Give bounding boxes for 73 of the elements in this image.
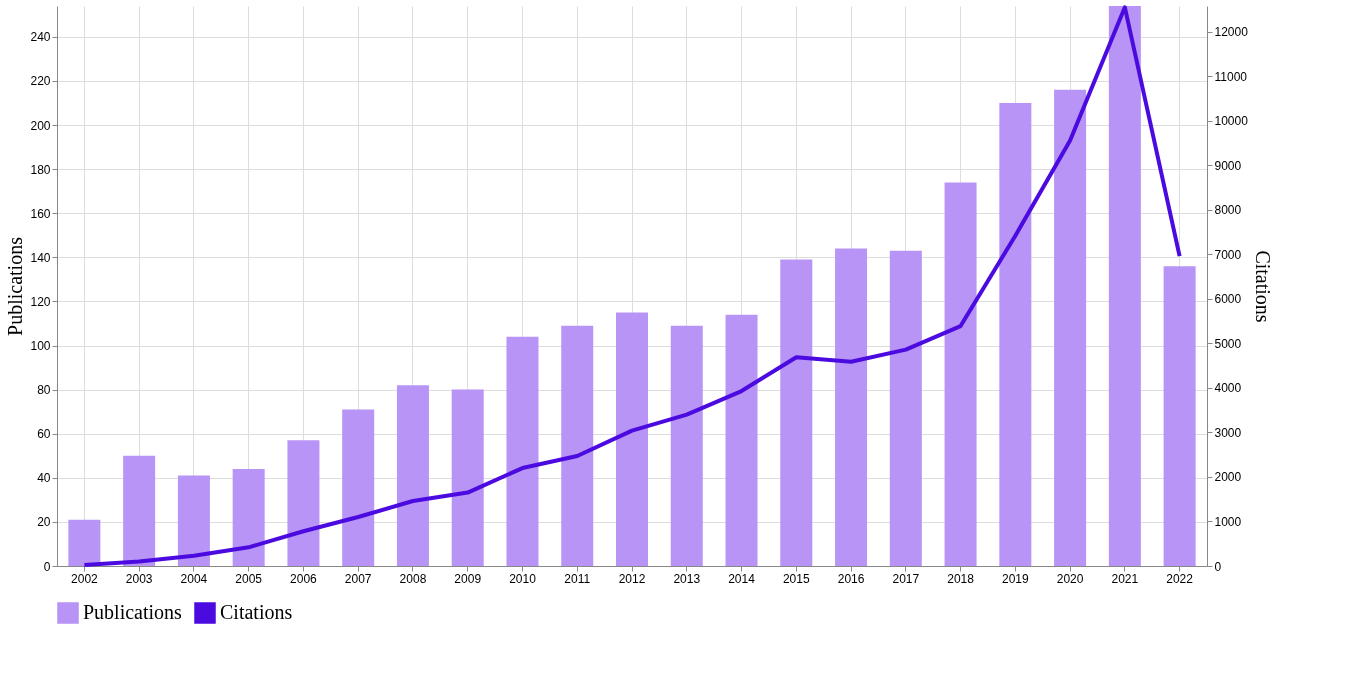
x-tick-label: 2003 <box>125 571 153 586</box>
y-tick-label: 80 <box>37 383 51 398</box>
y2-tick-label: 12000 <box>1214 25 1249 40</box>
x-tick-label: 2015 <box>782 571 810 586</box>
y-axis-title: Publications <box>4 236 27 336</box>
x-tick-label: 2021 <box>1111 571 1139 586</box>
bar <box>1163 266 1196 566</box>
line-series <box>82 5 1182 568</box>
legend-label: Citations <box>220 601 293 623</box>
y2-tick-label: 5000 <box>1214 336 1242 351</box>
bar <box>177 475 210 566</box>
y2-tick-label: 2000 <box>1214 470 1242 485</box>
bar <box>451 389 484 566</box>
legend-label: Publications <box>83 601 183 623</box>
y-tick-label: 220 <box>30 74 51 89</box>
bar <box>232 468 265 566</box>
x-tick-label: 2018 <box>947 571 975 586</box>
y-tick-label: 180 <box>30 162 51 177</box>
x-tick-label: 2020 <box>1056 571 1084 586</box>
y2-tick-label: 11000 <box>1214 69 1248 84</box>
x-tick-label: 2006 <box>290 571 318 586</box>
y-tick-label: 120 <box>30 294 51 309</box>
y-tick-label: 20 <box>37 515 51 530</box>
y-tick-label: 240 <box>30 30 51 45</box>
bar <box>287 440 320 566</box>
x-tick-label: 2007 <box>344 571 372 586</box>
y-tick-label: 40 <box>37 471 51 486</box>
bar <box>835 248 868 566</box>
x-tick-label: 2022 <box>1166 571 1194 586</box>
x-tick-label: 2014 <box>728 571 756 586</box>
y2-tick-label: 0 <box>1214 559 1222 574</box>
x-tick-label: 2012 <box>618 571 646 586</box>
bar <box>999 103 1032 566</box>
bar <box>396 385 429 566</box>
y2-tick-label: 4000 <box>1214 381 1242 396</box>
bar <box>725 314 758 566</box>
bar <box>506 336 539 566</box>
x-tick-label: 2013 <box>673 571 701 586</box>
y2-axis-title: Citations <box>1251 250 1274 323</box>
bar <box>616 312 648 566</box>
bar <box>670 325 703 566</box>
bar <box>944 182 977 566</box>
x-tick-label: 2016 <box>837 571 865 586</box>
y-tick-label: 60 <box>37 427 51 442</box>
y2-tick-label: 10000 <box>1214 114 1249 129</box>
bar <box>780 259 813 566</box>
bar <box>889 250 922 566</box>
y2-tick-label: 8000 <box>1214 203 1242 218</box>
y2-tick-label: 6000 <box>1214 292 1242 307</box>
y2-tick-label: 1000 <box>1214 514 1242 529</box>
y2-tick-label: 9000 <box>1214 158 1242 173</box>
y-tick-label: 160 <box>30 206 51 221</box>
x-tick-label: 2004 <box>180 571 208 586</box>
bar <box>342 409 375 566</box>
x-tick-label: 2019 <box>1001 571 1029 586</box>
x-tick-label: 2009 <box>454 571 482 586</box>
bar <box>1054 89 1087 566</box>
x-tick-label: 2011 <box>564 571 591 586</box>
y2-tick-label: 3000 <box>1214 425 1242 440</box>
y-tick-label: 200 <box>30 118 51 133</box>
x-tick-label: 2010 <box>509 571 537 586</box>
y-tick-label: 100 <box>30 339 51 354</box>
y-tick-label: 0 <box>43 559 51 574</box>
bar <box>561 325 594 566</box>
y2-tick-label: 7000 <box>1214 247 1242 262</box>
bar <box>1108 6 1141 566</box>
y-tick-label: 140 <box>30 250 51 265</box>
x-tick-label: 2017 <box>892 571 920 586</box>
x-tick-label: 2002 <box>71 571 99 586</box>
bar <box>123 455 156 566</box>
bar <box>68 519 101 566</box>
x-tick-label: 2008 <box>399 571 427 586</box>
x-tick-label: 2005 <box>235 571 263 586</box>
